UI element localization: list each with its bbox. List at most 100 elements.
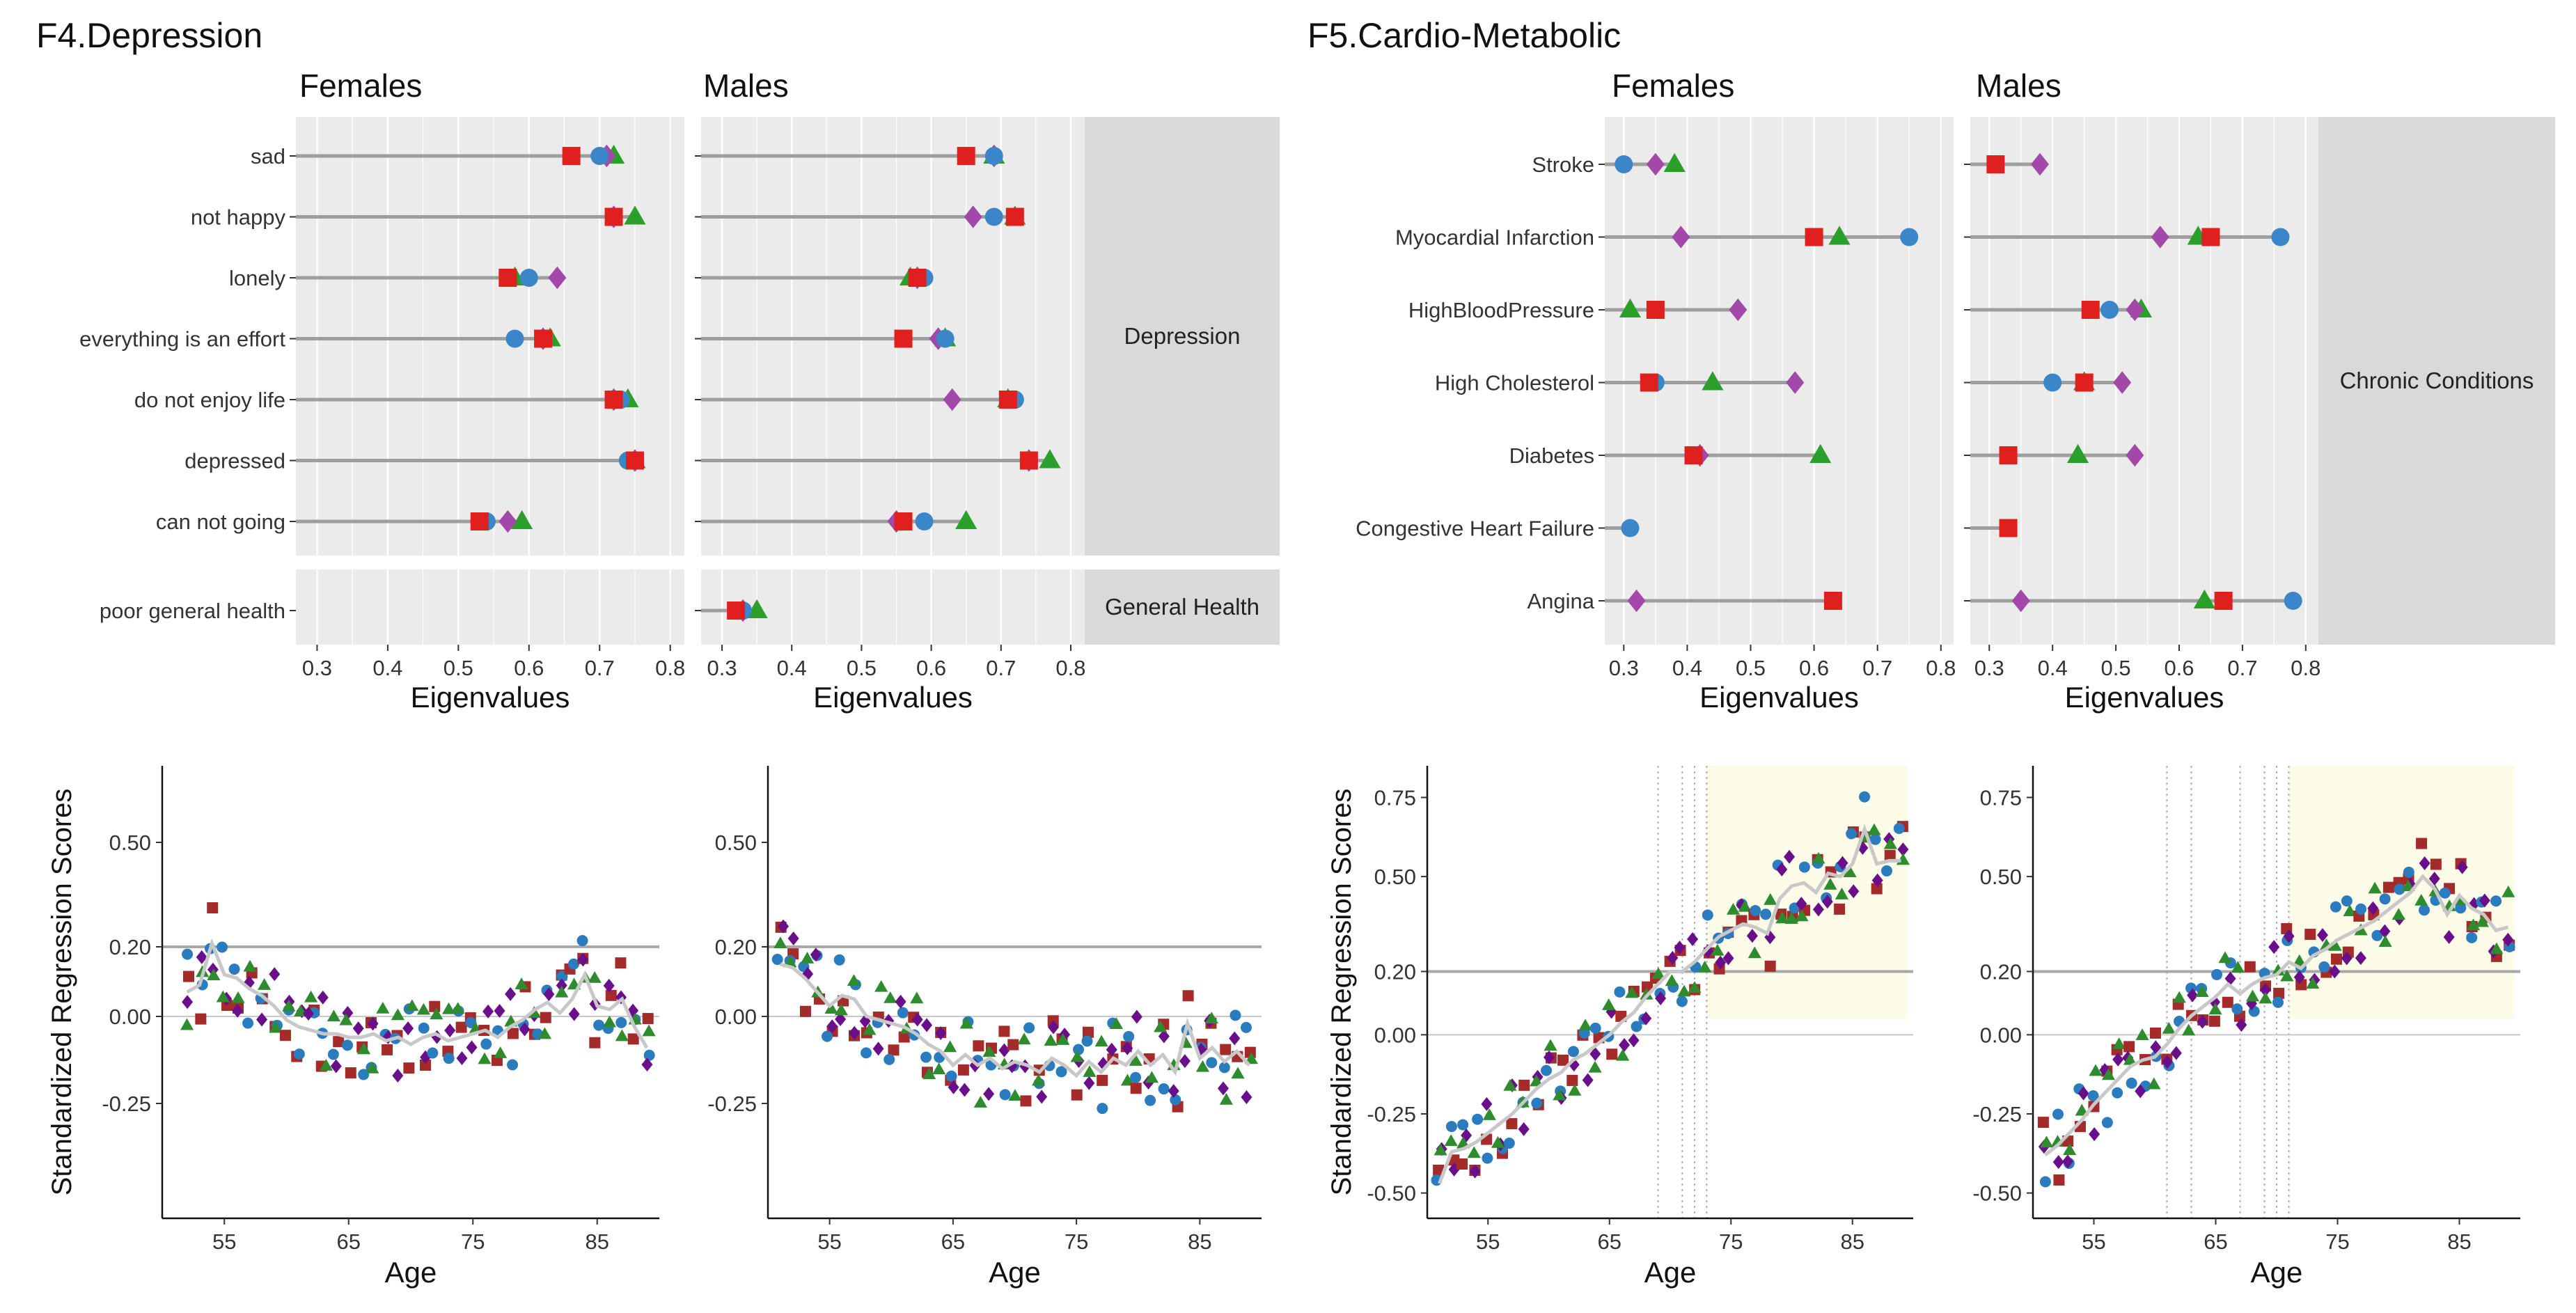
f4-bottom-diamond-point bbox=[810, 948, 822, 962]
f5-top-circle-point bbox=[2284, 592, 2302, 610]
f5-bottom-circle-point bbox=[1880, 865, 1892, 876]
f5-bottom-triangle-point bbox=[1588, 1060, 1602, 1073]
f4-males-title: Males bbox=[703, 68, 789, 104]
f4-bottom-square-point bbox=[183, 970, 195, 982]
f4-bottom-trend-line bbox=[186, 938, 649, 1049]
f4-bottom-triangle-point bbox=[910, 991, 924, 1004]
f5-bottom-y-tick-label: 0.20 bbox=[1980, 959, 2022, 984]
f5-top-diamond-point bbox=[2113, 371, 2132, 394]
f5-females-title: Females bbox=[1612, 68, 1735, 104]
f5-top-circle-point bbox=[2100, 301, 2119, 319]
f4-bottom-square-point bbox=[973, 1040, 984, 1052]
f4-bottom-square-point bbox=[279, 1030, 291, 1041]
f4-top-circle-point bbox=[505, 329, 524, 348]
f5-bottom-triangle-point bbox=[1711, 943, 1725, 956]
f5-bottom-y-tick-label: -0.50 bbox=[1972, 1181, 2022, 1206]
f4-top-square-point bbox=[625, 451, 644, 470]
f5-bottom-x-tick-label: 65 bbox=[2204, 1229, 2227, 1254]
f5-bottom-square-point bbox=[2149, 1027, 2161, 1039]
f4-bottom-triangle-point bbox=[1094, 1035, 1108, 1047]
f4-top-x-axis-title: Eigenvalues bbox=[411, 681, 570, 714]
f4-top-x-tick-label: 0.5 bbox=[443, 656, 473, 680]
f5-bottom-triangle-point bbox=[1764, 893, 1777, 905]
f5-top-x-tick-label: 0.3 bbox=[1609, 656, 1639, 680]
f4-bottom-triangle-point bbox=[863, 1023, 877, 1035]
f4-bottom-circle-point bbox=[293, 1048, 305, 1060]
f4-bottom-circle-point bbox=[1055, 1066, 1067, 1078]
f5-top-triangle-point bbox=[1663, 152, 1686, 173]
f4-bottom-circle-point bbox=[1218, 1062, 1230, 1074]
f5-bottom-circle-point bbox=[1567, 1046, 1579, 1058]
f5-bottom-square-point bbox=[1871, 883, 1883, 895]
f4-bottom-diamond-point bbox=[330, 1059, 342, 1074]
f5-top-square-point bbox=[2201, 228, 2220, 246]
f4-bottom-square-point bbox=[1097, 1074, 1108, 1086]
f5-bottom-square-point bbox=[1456, 1158, 1468, 1170]
f4-bottom-diamond-point bbox=[1217, 1081, 1229, 1096]
f4-bottom-y-tick-label: -0.25 bbox=[102, 1092, 151, 1116]
f4-top-square-point bbox=[470, 512, 489, 530]
f5-bottom-diamond-point bbox=[2052, 1155, 2064, 1170]
f4-top-diamond-point bbox=[943, 388, 961, 411]
f4-bottom-circle-point bbox=[643, 1049, 655, 1061]
f4-top-strip-bg bbox=[1085, 569, 1280, 645]
f5-bottom-triangle-point bbox=[1467, 1146, 1481, 1158]
f5-bottom-x-tick-label: 85 bbox=[2447, 1229, 2471, 1254]
f5-top-x-tick-label: 0.7 bbox=[1862, 656, 1892, 680]
f4-bottom-circle-point bbox=[1081, 1035, 1093, 1047]
f4-bottom-diamond-point bbox=[1048, 1020, 1060, 1035]
f4-bottom-diamond-point bbox=[367, 1016, 379, 1031]
f5-bottom-y-tick-label: 0.20 bbox=[1374, 959, 1416, 984]
f4-bottom-circle-point bbox=[507, 1059, 519, 1071]
f4-bottom-triangle-point bbox=[982, 1045, 996, 1058]
f5-bottom-x-axis-title: Age bbox=[2251, 1256, 2303, 1289]
f5-bottom-triangle-point bbox=[2218, 951, 2232, 964]
f4-top-row-label: poor general health bbox=[100, 599, 285, 623]
f5-bottom-triangle-point bbox=[2147, 1077, 2161, 1090]
f5-bottom-diamond-point bbox=[2367, 901, 2379, 915]
f4-bottom-diamond-point bbox=[505, 986, 517, 1001]
f4-bottom-square-point bbox=[642, 1013, 654, 1025]
f4-bottom-diamond-point bbox=[302, 1006, 314, 1021]
f4-top-circle-point bbox=[519, 269, 538, 287]
f5-top-x-tick-label: 0.3 bbox=[1974, 656, 2004, 680]
f5-bottom-diamond-point bbox=[1518, 1122, 1530, 1136]
f4-bottom-circle-point bbox=[920, 1051, 932, 1063]
f5-top-square-point bbox=[1999, 446, 2018, 464]
f5-bottom-diamond-point bbox=[2456, 860, 2468, 874]
f4-top-square-point bbox=[727, 602, 746, 620]
f5-bottom-triangle-point bbox=[2259, 991, 2272, 1004]
f4-bottom-triangle-point bbox=[1204, 1012, 1218, 1024]
f4-bottom-triangle-point bbox=[1231, 1067, 1245, 1079]
f5-bottom-diamond-point bbox=[1776, 862, 1788, 876]
f5-top-circle-point bbox=[2271, 228, 2290, 246]
f4-top-x-tick-label: 0.3 bbox=[707, 656, 737, 680]
f4-bottom-diamond-point bbox=[1083, 1076, 1095, 1090]
f5-bottom-diamond-point bbox=[2379, 924, 2391, 938]
f4-top-x-axis-title: Eigenvalues bbox=[813, 681, 973, 714]
f4-bottom-circle-point bbox=[1130, 1071, 1142, 1083]
f5-bottom-circle-point bbox=[1531, 1097, 1543, 1109]
f4-bottom-circle-point bbox=[443, 1053, 455, 1064]
f5-top-square-point bbox=[2214, 592, 2233, 610]
f5-bottom-triangle-point bbox=[1784, 912, 1798, 924]
f4-bottom-square-point bbox=[507, 1028, 519, 1039]
f4-top-circle-point bbox=[984, 207, 1003, 226]
f4-bottom-triangle-point bbox=[1032, 1074, 1046, 1086]
f4-bottom-circle-point bbox=[217, 941, 228, 953]
f5-bottom-circle-point bbox=[1893, 822, 1905, 834]
f5-bottom-circle-point bbox=[1589, 1022, 1601, 1034]
f4-bottom-diamond-point bbox=[568, 1007, 580, 1021]
f4-bottom-circle-point bbox=[1158, 1083, 1170, 1095]
f4-top-row-label: can not going bbox=[156, 510, 285, 534]
f5-bottom-square-point bbox=[1557, 1054, 1569, 1066]
f4-bottom-triangle-point bbox=[1044, 1034, 1058, 1046]
f4-bottom-circle-point bbox=[182, 948, 194, 960]
f5-top-square-point bbox=[1823, 592, 1842, 610]
f5-bottom-diamond-point bbox=[1469, 1164, 1481, 1179]
f5-bottom-circle-point bbox=[2126, 1077, 2137, 1089]
f5-bottom-triangle-point bbox=[2172, 991, 2186, 1003]
f5-bottom-y-tick-label: -0.25 bbox=[1367, 1102, 1416, 1126]
f5-bottom-square-point bbox=[2416, 838, 2428, 849]
f4-bottom-y-tick-label: 0.50 bbox=[109, 831, 151, 855]
